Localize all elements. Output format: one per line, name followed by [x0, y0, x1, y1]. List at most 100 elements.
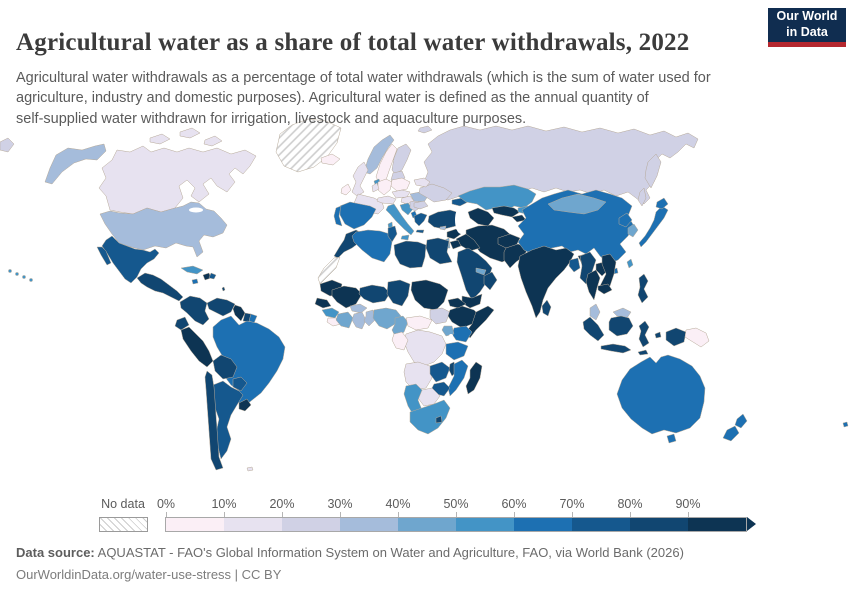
country-russia[interactable]: [423, 125, 699, 205]
country-indonesia-lesser-sunda[interactable]: [637, 349, 649, 356]
legend-color-bar[interactable]: [165, 517, 747, 532]
country-portugal[interactable]: [333, 205, 343, 227]
country-ecuador[interactable]: [174, 316, 190, 331]
country-philippines[interactable]: [637, 273, 649, 304]
legend-bin-c7[interactable]: [572, 518, 630, 531]
country-north-korea[interactable]: [618, 212, 633, 228]
country-mali[interactable]: [331, 285, 363, 309]
country-falkland[interactable]: [246, 466, 254, 472]
country-russia-chukotka[interactable]: [0, 137, 15, 153]
country-indonesia-kalimantan[interactable]: [608, 315, 634, 337]
country-lesotho[interactable]: [435, 415, 443, 424]
country-togo-benin[interactable]: [363, 309, 376, 327]
country-benelux[interactable]: [371, 182, 380, 193]
country-indonesia-java[interactable]: [600, 343, 632, 354]
legend-bin-c6[interactable]: [514, 518, 572, 531]
country-cuba[interactable]: [180, 265, 204, 275]
country-hawaii-2[interactable]: [15, 272, 19, 276]
legend-bin-c2[interactable]: [282, 518, 340, 531]
country-mozambique[interactable]: [447, 359, 469, 397]
country-uae-qatar[interactable]: [475, 267, 487, 276]
country-czechia-slovakia[interactable]: [391, 189, 411, 199]
country-thailand[interactable]: [585, 269, 601, 301]
legend-bin-c1[interactable]: [224, 518, 282, 531]
country-malaysia-peninsula[interactable]: [589, 303, 601, 321]
country-taiwan[interactable]: [626, 258, 634, 269]
country-fiji[interactable]: [842, 421, 849, 428]
country-jordan[interactable]: [449, 239, 462, 250]
country-tanzania[interactable]: [445, 341, 469, 361]
country-greece[interactable]: [413, 212, 428, 227]
country-bolivia[interactable]: [212, 354, 238, 380]
country-canada-arctic-3[interactable]: [203, 135, 223, 147]
country-congo-gabon[interactable]: [391, 331, 409, 351]
country-japan[interactable]: [638, 205, 669, 248]
country-belarus[interactable]: [413, 177, 431, 188]
country-australia[interactable]: [616, 354, 706, 435]
legend-bin-c4[interactable]: [398, 518, 456, 531]
country-cote-divoire[interactable]: [335, 311, 354, 329]
country-russia-sakhalin[interactable]: [637, 187, 647, 207]
legend-no-data-swatch[interactable]: [99, 517, 148, 532]
country-senegal[interactable]: [314, 297, 332, 309]
country-mongolia[interactable]: [547, 193, 607, 215]
country-saudi-arabia[interactable]: [456, 247, 493, 301]
country-italy-sicily[interactable]: [400, 234, 410, 241]
country-india[interactable]: [517, 245, 575, 319]
country-south-korea[interactable]: [627, 223, 639, 238]
country-mexico-baja[interactable]: [96, 246, 112, 266]
country-oman[interactable]: [483, 271, 498, 291]
country-ghana[interactable]: [351, 311, 367, 330]
owid-logo[interactable]: Our World in Data: [768, 8, 846, 47]
country-venezuela[interactable]: [206, 297, 236, 317]
country-uzbekistan[interactable]: [491, 205, 521, 218]
country-zambia[interactable]: [429, 361, 451, 383]
country-ukraine[interactable]: [418, 183, 453, 203]
country-hawaii-1[interactable]: [8, 269, 12, 273]
country-guinea[interactable]: [321, 307, 340, 319]
country-kazakhstan[interactable]: [457, 184, 537, 213]
country-angola[interactable]: [403, 361, 433, 391]
legend-bin-c8[interactable]: [630, 518, 688, 531]
country-canada-arctic-1[interactable]: [149, 133, 171, 145]
footer-note[interactable]: OurWorldinData.org/water-use-stress | CC…: [16, 567, 282, 582]
country-hawaii-3[interactable]: [22, 275, 26, 279]
country-south-sudan[interactable]: [429, 307, 451, 325]
country-uruguay[interactable]: [238, 398, 252, 412]
country-colombia[interactable]: [179, 295, 210, 326]
country-turkmenistan[interactable]: [467, 207, 495, 227]
country-argentina[interactable]: [211, 380, 244, 460]
country-malaysia-borneo[interactable]: [612, 307, 632, 319]
country-dominican-republic[interactable]: [208, 272, 217, 280]
country-guyana[interactable]: [232, 304, 246, 322]
country-chile[interactable]: [204, 370, 224, 471]
country-canada[interactable]: [98, 145, 257, 215]
country-bulgaria[interactable]: [413, 200, 429, 210]
country-indonesia-sulawesi[interactable]: [638, 320, 650, 348]
country-indonesia-papua[interactable]: [665, 327, 687, 347]
country-new-zealand-south[interactable]: [722, 425, 740, 442]
country-algeria[interactable]: [351, 229, 393, 263]
country-libya[interactable]: [393, 240, 427, 269]
country-eritrea-djibouti[interactable]: [447, 297, 467, 309]
country-egypt[interactable]: [425, 237, 453, 265]
country-hawaii-4[interactable]: [29, 278, 33, 282]
country-iceland[interactable]: [320, 153, 341, 166]
country-tunisia[interactable]: [387, 225, 398, 243]
country-usa-alaska[interactable]: [44, 143, 107, 185]
country-dr-congo[interactable]: [403, 329, 447, 367]
legend-bin-c9[interactable]: [688, 518, 746, 531]
country-indonesia-sumatra[interactable]: [582, 316, 605, 342]
country-poland[interactable]: [390, 177, 411, 192]
country-burkina-faso[interactable]: [349, 303, 368, 314]
country-lesser-antilles[interactable]: [221, 286, 226, 292]
country-bangladesh[interactable]: [568, 257, 581, 273]
country-italy[interactable]: [385, 203, 415, 236]
legend-bin-c5[interactable]: [456, 518, 514, 531]
country-spain[interactable]: [339, 201, 377, 230]
country-austria-switzerland[interactable]: [376, 195, 397, 205]
country-cyprus[interactable]: [439, 225, 447, 231]
country-japan-hokkaido[interactable]: [655, 197, 669, 210]
country-south-africa[interactable]: [409, 399, 451, 435]
legend-bin-c0[interactable]: [166, 518, 224, 531]
